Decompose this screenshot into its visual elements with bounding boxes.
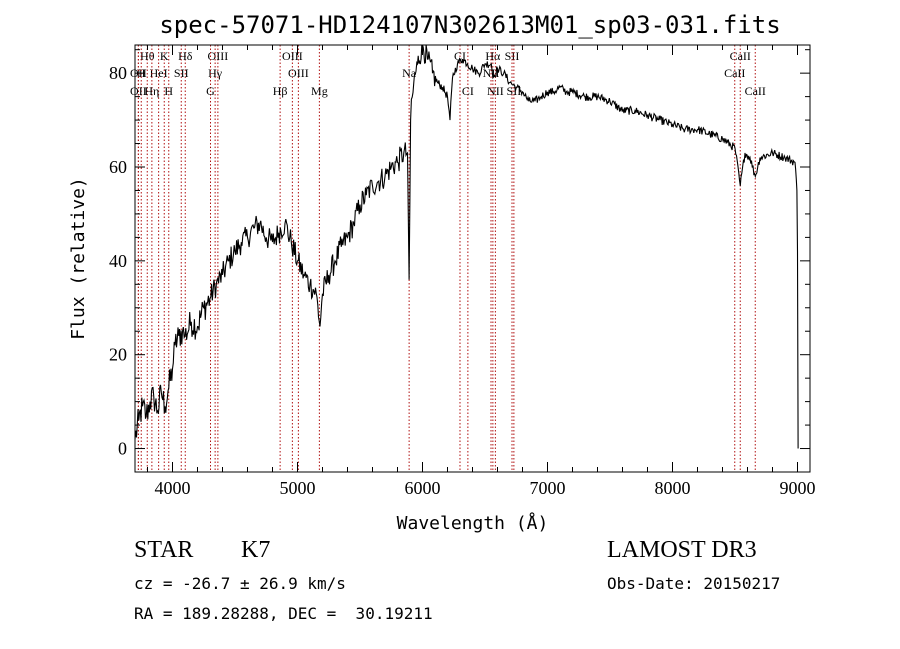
spectral-line-label: Hα <box>485 49 501 63</box>
spectral-lines-layer: Hθ K Hδ OIII OIII CI Hα SII CaII OII H HeI SII Hγ OIII… <box>130 45 766 472</box>
spectral-line-label: Hη <box>144 84 159 98</box>
spectral-line-label: CI <box>462 84 474 98</box>
spectral-line-label: SII <box>505 49 520 63</box>
axis-ticks-layer: 4000 5000 6000 7000 8000 9000 0 20 40 60 80 <box>109 45 816 498</box>
y-tick-label: 20 <box>109 345 127 365</box>
object-class: STAR <box>134 537 194 563</box>
spectral-line-label: Hθ <box>140 49 155 63</box>
series-layer <box>134 44 799 449</box>
spectral-line-label: CaII <box>745 84 766 98</box>
object-subclass: K7 <box>241 537 271 563</box>
spectral-line-label: G <box>206 84 215 98</box>
spectral-line-label: OIII <box>208 49 229 63</box>
spectral-line-label: H <box>164 84 173 98</box>
plot-frame <box>134 44 811 473</box>
spectral-line-label: OIII <box>288 66 309 80</box>
spectral-line-label: HeI <box>150 66 168 80</box>
spectral-line-label: OIII <box>282 49 303 63</box>
coordinates-readout: RA = 189.28288, DEC = 30.19211 <box>134 604 433 623</box>
y-tick-label: 0 <box>118 439 127 459</box>
x-tick-label: 9000 <box>780 478 816 498</box>
x-axis-label: Wavelength (Å) <box>397 512 549 534</box>
spectral-line-label: SII <box>174 66 189 80</box>
survey-name: LAMOST DR3 <box>607 537 757 563</box>
x-tick-label: 6000 <box>405 478 441 498</box>
spectrum-series-line <box>134 44 799 449</box>
spectral-line-label: CaII <box>724 66 745 80</box>
spectral-line-label: Hδ <box>178 49 193 63</box>
x-tick-label: 8000 <box>655 478 691 498</box>
y-tick-label: 40 <box>109 251 127 271</box>
spectral-line-label: SII <box>507 84 522 98</box>
spectral-line-label: K <box>160 49 169 63</box>
velocity-readout: cz = -26.7 ± 26.9 km/s <box>134 574 346 593</box>
chart-title: spec-57071-HD124107N302613M01_sp03-031.f… <box>159 11 780 39</box>
spectral-line-label: Mg <box>311 84 328 98</box>
spectral-line-label: OII <box>130 84 147 98</box>
x-tick-label: 4000 <box>155 478 191 498</box>
y-tick-label: 80 <box>109 63 127 83</box>
y-axis-label: Flux (relative) <box>68 177 89 340</box>
spectral-line-label: Na <box>402 66 417 80</box>
spectral-line-label: CaII <box>730 49 751 63</box>
spectral-line-label: NII <box>487 84 504 98</box>
x-tick-label: 7000 <box>530 478 566 498</box>
y-tick-label: 60 <box>109 157 127 177</box>
obs-date: Obs-Date: 20150217 <box>607 574 781 593</box>
x-tick-label: 5000 <box>280 478 316 498</box>
spectral-line-label: Hβ <box>273 84 288 98</box>
spectral-line-label: Hγ <box>208 66 223 80</box>
